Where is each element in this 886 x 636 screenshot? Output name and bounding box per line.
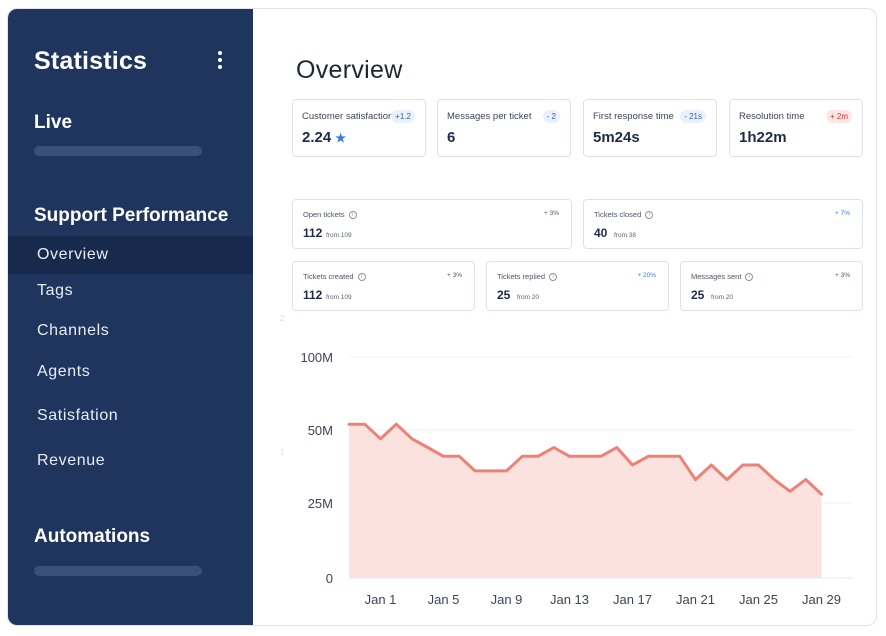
y-tick-label: 50M: [308, 423, 333, 438]
more-options-icon[interactable]: [214, 51, 226, 75]
stat-label-wrap: Tickets closed i: [594, 210, 654, 220]
stat-label: Messages sent: [691, 272, 742, 281]
star-icon: ★: [335, 131, 346, 145]
y-tick-label: 100M: [300, 350, 333, 365]
x-tick-label: Jan 9: [491, 592, 523, 607]
stat-from: from 38: [614, 232, 637, 239]
stat-from: from 20: [517, 294, 540, 301]
stat-value: 25: [497, 288, 511, 302]
sidebar-section-support-performance[interactable]: Support Performance: [34, 205, 229, 226]
info-icon[interactable]: i: [549, 273, 558, 282]
main-content: Overview Customer satisfaction +1.2 2.24…: [253, 9, 876, 625]
kpi-label: Messages per ticket: [447, 111, 532, 122]
x-tick-label: Jan 29: [802, 592, 841, 607]
y-tick-label: 0: [326, 571, 333, 586]
info-icon[interactable]: i: [357, 273, 366, 282]
stat-card-tickets-replied[interactable]: Tickets replied i + 20% 25 from 20: [486, 261, 669, 311]
sidebar-item-overview[interactable]: Overview: [8, 236, 253, 274]
sidebar-item-channels[interactable]: Channels: [37, 322, 110, 339]
kpi-value-wrap: 2.24 ★: [302, 129, 346, 146]
y-tick-label: 25M: [308, 496, 333, 511]
stat-delta: + 3%: [447, 272, 462, 279]
stat-label: Tickets replied: [497, 272, 546, 281]
kpi-label: Resolution time: [739, 111, 805, 122]
faint-mark: 2: [280, 314, 285, 323]
sidebar-item-agents[interactable]: Agents: [37, 363, 91, 380]
stat-label-wrap: Messages sent i: [691, 272, 754, 282]
kpi-delta: - 2: [542, 110, 560, 123]
sidebar-item-revenue[interactable]: Revenue: [37, 452, 106, 469]
sidebar-item-tags[interactable]: Tags: [37, 282, 74, 299]
sidebar-title: Statistics: [34, 47, 148, 75]
sidebar-item-satisfation[interactable]: Satisfation: [37, 407, 119, 424]
info-icon[interactable]: i: [348, 211, 357, 220]
stat-label-wrap: Tickets replied i: [497, 272, 558, 282]
sidebar-section-automations[interactable]: Automations: [34, 526, 151, 547]
stat-label-wrap: Tickets created i: [303, 272, 366, 282]
stat-label: Open tickets: [303, 210, 345, 219]
sidebar: Statistics Live Support Performance Over…: [8, 9, 253, 625]
stat-value: 112: [303, 226, 323, 240]
info-icon[interactable]: i: [745, 273, 754, 282]
live-placeholder-bar: [34, 146, 202, 156]
app-window: Statistics Live Support Performance Over…: [7, 8, 877, 626]
kpi-value: 1h22m: [739, 129, 787, 146]
automations-placeholder-bar: [34, 566, 202, 576]
x-tick-label: Jan 5: [428, 592, 460, 607]
kpi-value: 6: [447, 129, 456, 146]
x-tick-label: Jan 21: [676, 592, 715, 607]
stat-label: Tickets closed: [594, 210, 642, 219]
info-icon[interactable]: i: [645, 211, 654, 220]
series-area: [349, 424, 822, 578]
stat-delta: + 3%: [544, 210, 559, 217]
kpi-label: Customer satisfaction: [302, 111, 394, 122]
stat-from: from 109: [326, 232, 352, 239]
stat-from: from 109: [326, 294, 352, 301]
x-tick-label: Jan 25: [739, 592, 778, 607]
stat-card-tickets-closed[interactable]: Tickets closed i + 7% 40 from 38: [583, 199, 863, 249]
kpi-card-first-response-time[interactable]: First response time - 21s 5m24s: [583, 99, 717, 157]
kpi-delta: - 21s: [680, 110, 706, 123]
stat-label: Tickets created: [303, 272, 354, 281]
kpi-label: First response time: [593, 111, 674, 122]
stat-card-tickets-created[interactable]: Tickets created i + 3% 112 from 109: [292, 261, 475, 311]
kpi-card-resolution-time[interactable]: Resolution time + 2m 1h22m: [729, 99, 863, 157]
stat-delta: + 7%: [835, 210, 850, 217]
kpi-card-customer-satisfaction[interactable]: Customer satisfaction +1.2 2.24 ★: [292, 99, 426, 157]
kpi-value: 2.24: [302, 129, 332, 146]
stat-from: from 20: [711, 294, 734, 301]
stat-card-messages-sent[interactable]: Messages sent i + 3% 25 from 20: [680, 261, 863, 311]
kpi-card-messages-per-ticket[interactable]: Messages per ticket - 2 6: [437, 99, 571, 157]
x-tick-label: Jan 13: [550, 592, 589, 607]
stat-label-wrap: Open tickets i: [303, 210, 357, 220]
revenue-area-chart: 2 1 100M 50M 25M 0 Jan 1 Jan 5 Jan 9 Jan 13 Jan…: [280, 314, 853, 607]
stat-delta: + 20%: [637, 272, 656, 279]
x-tick-label: Jan 17: [613, 592, 652, 607]
kpi-delta: + 2m: [825, 110, 852, 123]
faint-mark: 1: [280, 448, 285, 457]
stat-value: 40: [594, 226, 608, 240]
stat-card-open-tickets[interactable]: Open tickets i + 3% 112 from 109: [292, 199, 572, 249]
page-title: Overview: [296, 56, 403, 84]
stat-delta: + 3%: [835, 272, 850, 279]
kpi-value: 5m24s: [593, 129, 640, 146]
stat-value: 25: [691, 288, 705, 302]
kpi-delta: +1.2: [391, 110, 415, 123]
sidebar-section-live[interactable]: Live: [34, 112, 73, 133]
x-tick-label: Jan 1: [365, 592, 397, 607]
stat-value: 112: [303, 288, 323, 302]
